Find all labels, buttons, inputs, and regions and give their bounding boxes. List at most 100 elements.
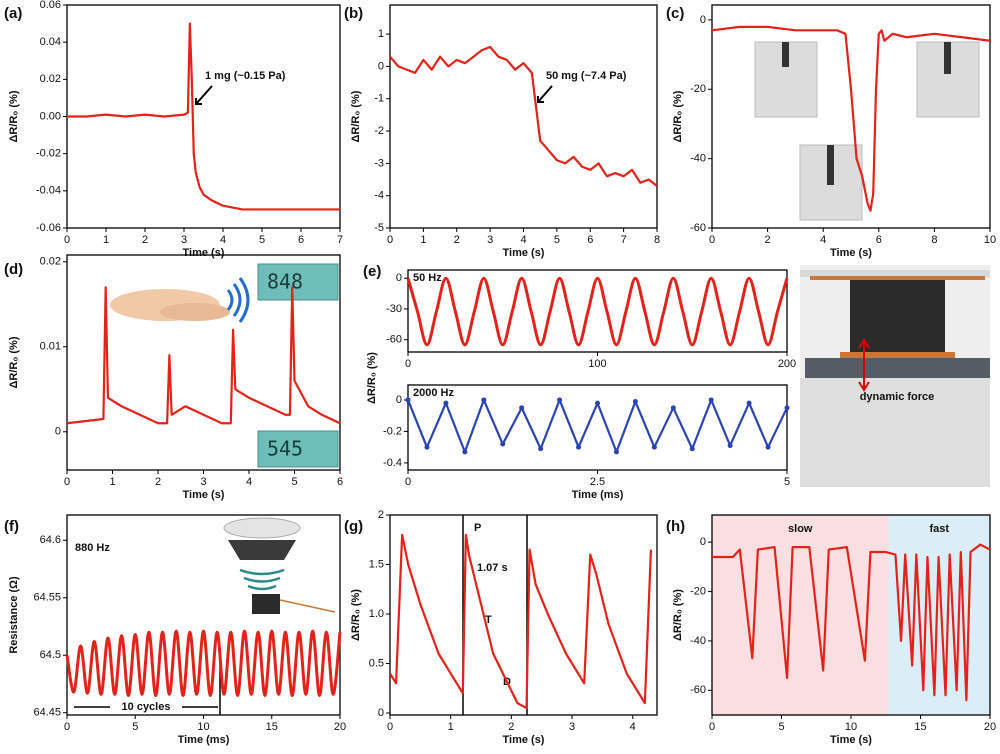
y-tick-label: 1.5 bbox=[369, 558, 384, 570]
panel-label: (a) bbox=[4, 5, 22, 22]
data-point bbox=[784, 405, 790, 411]
annotation: 10 cycles bbox=[122, 701, 171, 713]
region bbox=[888, 515, 990, 715]
x-tick-label: 5 bbox=[132, 721, 138, 733]
y-tick-label: 0.06 bbox=[40, 0, 61, 11]
y-tick-label: 1.0 bbox=[369, 608, 384, 620]
y-tick-label: 0.00 bbox=[40, 110, 61, 122]
data-line bbox=[406, 276, 789, 347]
force-arrow bbox=[858, 338, 870, 392]
x-tick-label: 4 bbox=[220, 234, 226, 246]
y-tick-label: -0.02 bbox=[36, 148, 61, 160]
x-tick-label: 0 bbox=[405, 476, 411, 488]
sound-waves bbox=[226, 277, 250, 323]
y-axis-label: ΔR/R₀ (%) bbox=[350, 90, 362, 142]
x-tick-label: 6 bbox=[337, 476, 343, 488]
panel-label: (h) bbox=[666, 518, 685, 535]
top-plate bbox=[800, 270, 990, 277]
y-axis-label: ΔR/R₀ (%) bbox=[672, 589, 684, 641]
lcd-display bbox=[257, 430, 339, 468]
y-tick-label: -0.4 bbox=[383, 457, 402, 469]
x-tick-label: 2 bbox=[155, 476, 161, 488]
speaker-cap bbox=[223, 517, 301, 539]
x-tick-label: 5 bbox=[259, 234, 265, 246]
copper-strip bbox=[810, 276, 985, 280]
x-tick-label: 6 bbox=[587, 234, 593, 246]
y-tick-label: -0.06 bbox=[36, 222, 61, 234]
data-point bbox=[462, 449, 468, 455]
setup-photo: dynamic force bbox=[800, 265, 990, 487]
x-tick-label: 3 bbox=[487, 234, 493, 246]
y-axis-label: ΔR/R₀ (%) bbox=[8, 90, 20, 142]
y-tick-label: 0.02 bbox=[40, 256, 61, 268]
photo-probe bbox=[827, 145, 834, 185]
x-tick-label: 0 bbox=[709, 234, 715, 246]
panel-label: (b) bbox=[344, 5, 363, 22]
speaker-illustration bbox=[223, 517, 336, 614]
y-tick-label: 0 bbox=[378, 60, 384, 72]
data-line bbox=[389, 45, 658, 187]
arrow bbox=[195, 85, 213, 105]
y-tick-label: 0.5 bbox=[369, 657, 384, 669]
y-tick-label: -3 bbox=[374, 157, 384, 169]
y-tick-label: 64.45 bbox=[33, 707, 61, 719]
y-tick-label: -0.04 bbox=[36, 185, 61, 197]
y-tick-label: -60 bbox=[690, 684, 706, 696]
lcd-display bbox=[257, 263, 339, 301]
data-line bbox=[67, 22, 340, 211]
x-tick-label: 8 bbox=[654, 234, 660, 246]
x-tick-label: 1 bbox=[109, 476, 115, 488]
y-tick-label: 2 bbox=[378, 509, 384, 521]
y-tick-label: 0.01 bbox=[40, 341, 61, 353]
x-axis-label: Time (ms) bbox=[572, 489, 624, 501]
x-tick-label: 5 bbox=[784, 476, 790, 488]
data-point bbox=[746, 400, 752, 406]
data-point bbox=[670, 405, 676, 411]
x-tick-label: 7 bbox=[337, 234, 343, 246]
block bbox=[850, 280, 945, 358]
x-axis-label: Time (s) bbox=[503, 734, 545, 746]
x-tick-label: 20 bbox=[984, 721, 996, 733]
annotation: 50 mg (~7.4 Pa) bbox=[546, 70, 627, 82]
x-tick-label: 15 bbox=[914, 721, 926, 733]
copper-strip bbox=[840, 352, 955, 358]
y-axis-label: ΔR/R₀ (%) bbox=[672, 90, 684, 142]
y-axis-label: ΔR/R₀ (%) bbox=[350, 589, 362, 641]
data-point bbox=[557, 397, 563, 403]
y-tick-label: 64.55 bbox=[33, 592, 61, 604]
y-tick-label: -1 bbox=[374, 93, 384, 105]
region-label: fast bbox=[929, 523, 949, 535]
annotation: 50 Hz bbox=[413, 272, 442, 284]
data-point bbox=[727, 443, 733, 449]
y-tick-label: 1 bbox=[378, 28, 384, 40]
photo-probe bbox=[782, 42, 789, 67]
x-tick-label: 20 bbox=[334, 721, 346, 733]
data-point bbox=[576, 444, 582, 450]
data-point bbox=[651, 444, 657, 450]
y-tick-label: -30 bbox=[386, 303, 402, 315]
y-tick-label: -60 bbox=[386, 334, 402, 346]
plot-frame bbox=[389, 4, 658, 229]
x-tick-label: 3 bbox=[200, 476, 206, 488]
y-tick-label: 0 bbox=[700, 536, 706, 548]
y-tick-label: 0.04 bbox=[40, 36, 61, 48]
y-tick-label: 0 bbox=[396, 272, 402, 284]
data-point bbox=[689, 446, 695, 452]
plot-frame bbox=[389, 514, 658, 716]
x-tick-label: 5 bbox=[778, 721, 784, 733]
data-line bbox=[711, 25, 991, 212]
x-tick-label: 3 bbox=[569, 721, 575, 733]
y-tick-label: -40 bbox=[690, 153, 706, 165]
x-tick-label: 4 bbox=[520, 234, 526, 246]
panel-label: (g) bbox=[344, 518, 363, 535]
period-marker bbox=[462, 515, 528, 715]
y-tick-label: 0 bbox=[396, 394, 402, 406]
panel-label: (f) bbox=[4, 518, 19, 535]
speaker-body bbox=[228, 540, 296, 560]
y-tick-label: -20 bbox=[690, 83, 706, 95]
wire bbox=[279, 599, 336, 613]
x-tick-label: 10 bbox=[984, 234, 996, 246]
x-tick-label: 0 bbox=[387, 234, 393, 246]
hand-illustration: 848 545 bbox=[110, 263, 339, 468]
